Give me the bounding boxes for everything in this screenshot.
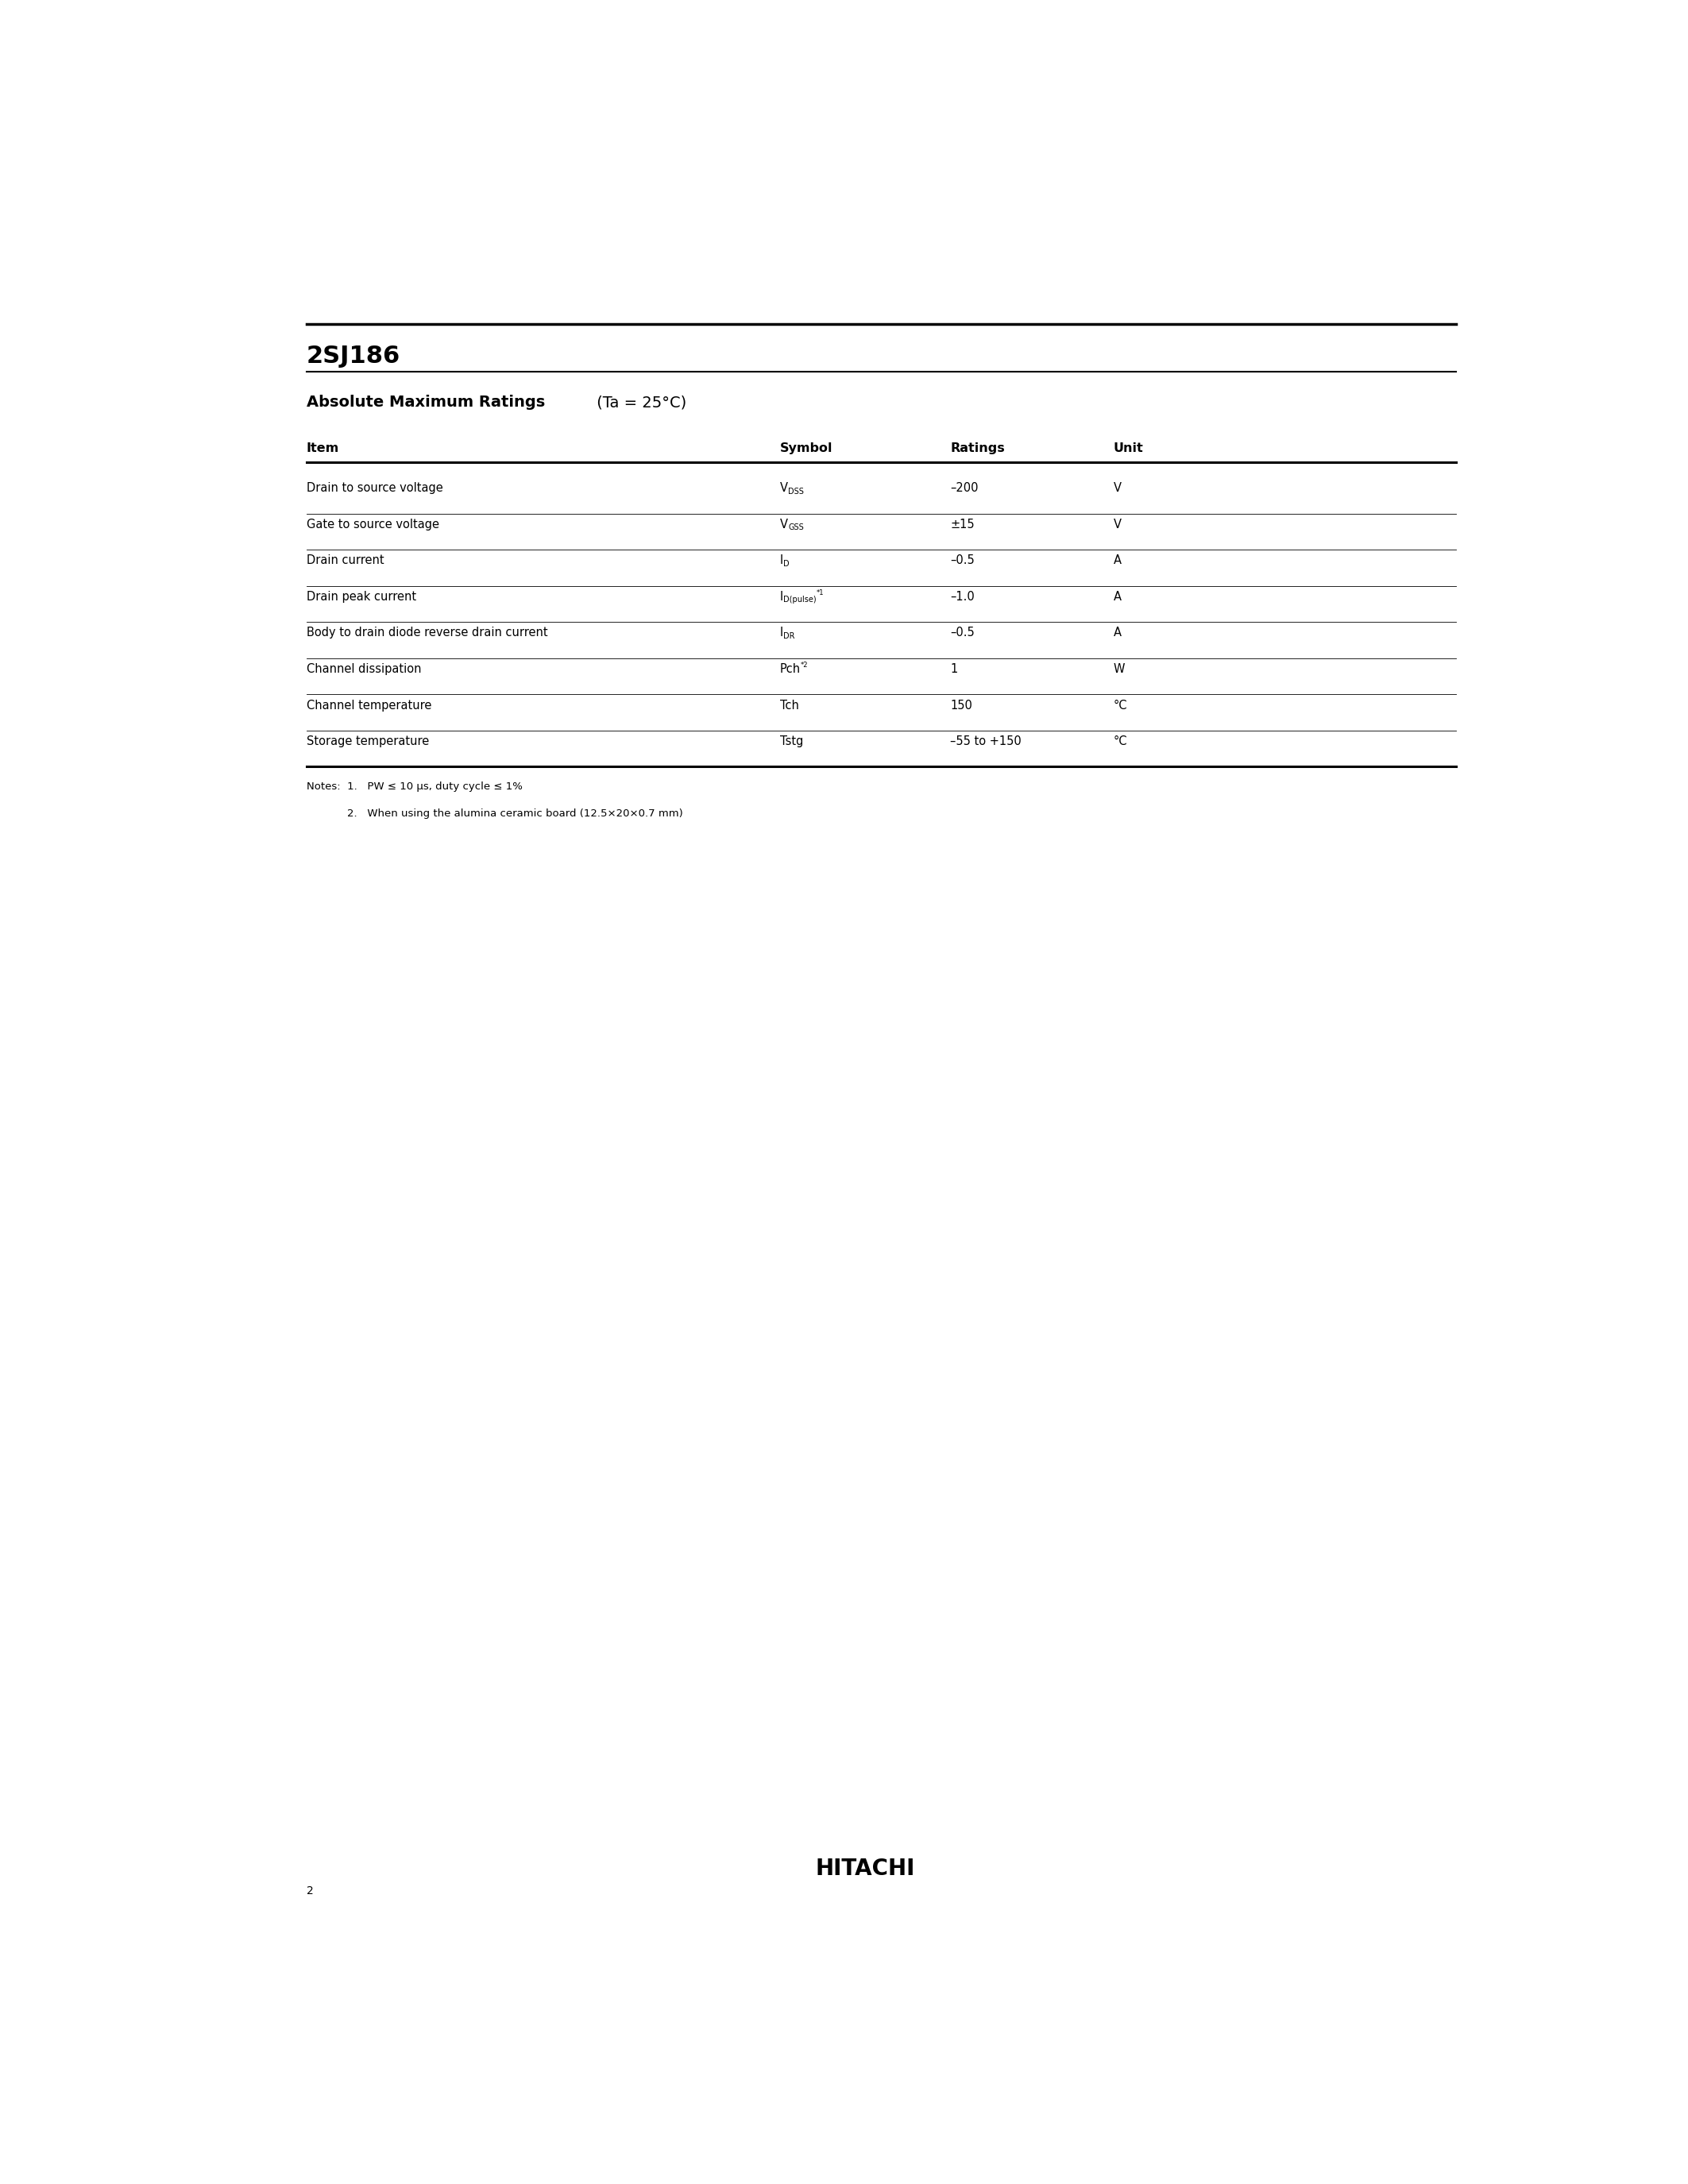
Text: 1: 1	[950, 664, 957, 675]
Text: Channel dissipation: Channel dissipation	[307, 664, 422, 675]
Text: 2.   When using the alumina ceramic board (12.5×20×0.7 mm): 2. When using the alumina ceramic board …	[307, 808, 684, 819]
Text: –0.5: –0.5	[950, 627, 974, 640]
Text: DSS: DSS	[788, 487, 803, 496]
Text: *1: *1	[817, 590, 824, 596]
Text: V: V	[780, 518, 788, 531]
Text: 2SJ186: 2SJ186	[307, 345, 400, 367]
Text: Channel temperature: Channel temperature	[307, 699, 432, 712]
Text: A: A	[1114, 592, 1121, 603]
Text: D(pulse): D(pulse)	[783, 596, 817, 603]
Text: Tch: Tch	[780, 699, 798, 712]
Text: I: I	[780, 592, 783, 603]
Text: Drain peak current: Drain peak current	[307, 592, 417, 603]
Text: Drain to source voltage: Drain to source voltage	[307, 483, 442, 494]
Text: V: V	[780, 483, 788, 494]
Text: ±15: ±15	[950, 518, 974, 531]
Text: Ratings: Ratings	[950, 441, 1004, 454]
Text: GSS: GSS	[788, 524, 803, 531]
Text: *2: *2	[800, 662, 809, 668]
Text: –55 to +150: –55 to +150	[950, 736, 1021, 747]
Text: Storage temperature: Storage temperature	[307, 736, 429, 747]
Text: A: A	[1114, 555, 1121, 566]
Text: Absolute Maximum Ratings: Absolute Maximum Ratings	[307, 395, 545, 411]
Text: 2: 2	[307, 1885, 314, 1896]
Text: HITACHI: HITACHI	[815, 1859, 915, 1880]
Text: I: I	[780, 627, 783, 640]
Text: A: A	[1114, 627, 1121, 640]
Text: Notes:  1.   PW ≤ 10 μs, duty cycle ≤ 1%: Notes: 1. PW ≤ 10 μs, duty cycle ≤ 1%	[307, 782, 523, 793]
Text: Body to drain diode reverse drain current: Body to drain diode reverse drain curren…	[307, 627, 547, 640]
Text: V: V	[1114, 483, 1121, 494]
Text: V: V	[1114, 518, 1121, 531]
Text: –200: –200	[950, 483, 979, 494]
Text: D: D	[783, 559, 790, 568]
Text: –0.5: –0.5	[950, 555, 974, 566]
Text: Symbol: Symbol	[780, 441, 832, 454]
Text: –1.0: –1.0	[950, 592, 974, 603]
Text: Item: Item	[307, 441, 339, 454]
Text: 150: 150	[950, 699, 972, 712]
Text: Unit: Unit	[1114, 441, 1144, 454]
Text: W: W	[1114, 664, 1126, 675]
Text: (Ta = 25°C): (Ta = 25°C)	[592, 395, 687, 411]
Text: Drain current: Drain current	[307, 555, 385, 566]
Text: °C: °C	[1114, 736, 1128, 747]
Text: Gate to source voltage: Gate to source voltage	[307, 518, 439, 531]
Text: DR: DR	[783, 631, 795, 640]
Text: I: I	[780, 555, 783, 566]
Text: Tstg: Tstg	[780, 736, 803, 747]
Text: °C: °C	[1114, 699, 1128, 712]
Text: Pch: Pch	[780, 664, 800, 675]
